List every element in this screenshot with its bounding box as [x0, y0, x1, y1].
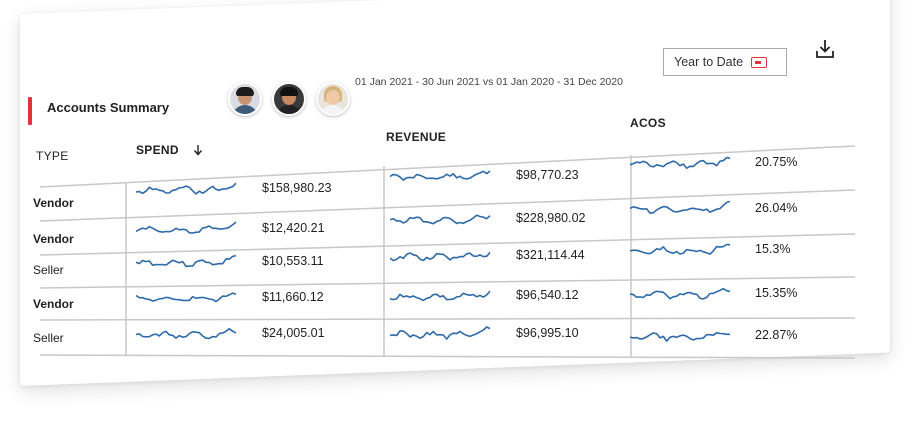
- column-header-revenue: REVENUE: [386, 130, 447, 144]
- summary-table-grid: [39, 145, 855, 359]
- table-rule: [39, 233, 855, 256]
- row-type-label: Vendor: [33, 232, 74, 246]
- revenue-value: $96,995.10: [516, 326, 579, 340]
- page-title: Accounts Summary: [47, 100, 170, 115]
- column-header-type: TYPE: [36, 149, 69, 163]
- sparkline-chart: [630, 243, 731, 255]
- acos-value: 22.87%: [755, 328, 798, 342]
- spend-value: $158,980.23: [262, 181, 332, 195]
- sparkline-chart: [630, 287, 731, 300]
- sparkline-chart: [136, 221, 237, 234]
- table-rule: [39, 317, 855, 321]
- sparkline-chart: [390, 214, 491, 225]
- acos-value: 15.35%: [755, 286, 798, 300]
- revenue-value: $96,540.12: [516, 288, 579, 302]
- avatar-group: [228, 82, 350, 116]
- column-header-acos: ACOS: [630, 116, 666, 130]
- acos-value: 26.04%: [755, 201, 798, 215]
- column-header-spend[interactable]: SPEND: [136, 143, 203, 157]
- column-header-spend-label: SPEND: [136, 143, 179, 157]
- title-accent-bar: [28, 97, 32, 125]
- table-rule: [39, 145, 855, 188]
- sparkline-chart: [630, 201, 731, 214]
- sparkline-chart: [630, 332, 730, 342]
- sparkline-chart: [136, 292, 237, 303]
- sparkline-chart: [390, 251, 491, 262]
- spend-value: $11,660.12: [262, 290, 324, 304]
- sparkline-chart: [630, 156, 731, 169]
- spend-value: $12,420.21: [262, 221, 325, 235]
- row-type-label: Seller: [33, 331, 64, 345]
- period-select[interactable]: Year to Date: [663, 48, 787, 76]
- acos-value: 20.75%: [755, 155, 798, 169]
- date-range-text: 01 Jan 2021 - 30 Jun 2021 vs 01 Jan 2020…: [355, 76, 623, 88]
- arrow-down-icon[interactable]: [193, 144, 203, 156]
- spend-value: $10,553.11: [262, 254, 324, 268]
- avatar[interactable]: [272, 82, 306, 116]
- sparkline-chart: [136, 182, 237, 195]
- revenue-value: $321,114.44: [516, 248, 585, 262]
- table-rule: [39, 276, 855, 289]
- avatar[interactable]: [316, 82, 350, 116]
- row-type-label: Seller: [33, 263, 64, 277]
- spend-value: $24,005.01: [262, 326, 325, 340]
- table-rule: [39, 189, 855, 222]
- sparkline-chart: [136, 254, 237, 268]
- download-icon[interactable]: [815, 38, 835, 60]
- revenue-value: $228,980.02: [516, 211, 586, 225]
- table-rule: [39, 354, 855, 359]
- period-select-value: Year to Date: [674, 55, 744, 69]
- sparkline-chart: [136, 328, 237, 340]
- sparkline-chart: [390, 326, 491, 340]
- calendar-icon: [751, 56, 768, 68]
- sparkline-chart: [390, 290, 491, 302]
- sparkline-chart: [390, 170, 491, 181]
- row-type-label: Vendor: [33, 297, 74, 311]
- acos-value: 15.3%: [755, 242, 791, 256]
- revenue-value: $98,770.23: [516, 168, 579, 182]
- avatar[interactable]: [228, 82, 262, 116]
- row-type-label: Vendor: [33, 196, 74, 210]
